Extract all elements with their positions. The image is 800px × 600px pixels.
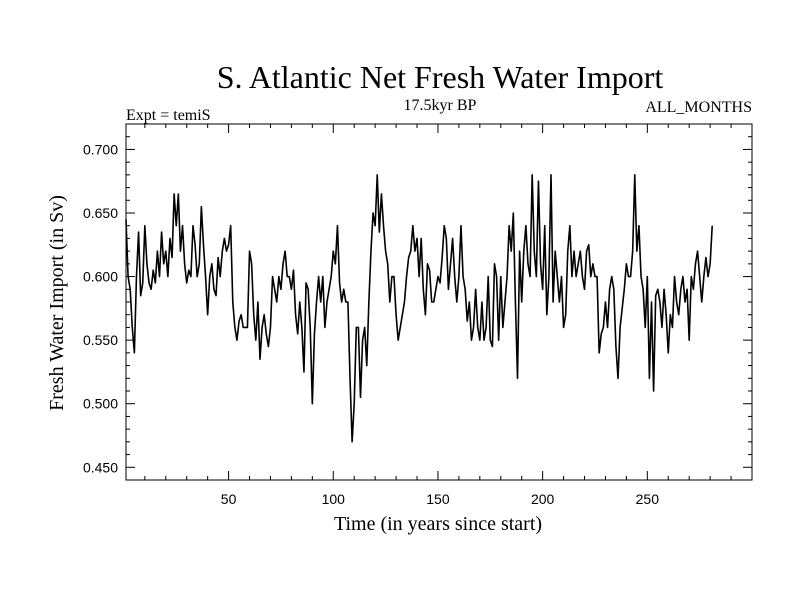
y-tick-label: 0.550: [83, 332, 118, 348]
chart-title: S. Atlantic Net Fresh Water Import: [217, 59, 664, 95]
period-label: 17.5kyr BP: [404, 97, 477, 114]
experiment-label: Expt = temiS: [126, 107, 211, 124]
x-tick-label: 250: [636, 491, 660, 507]
y-tick-label: 0.700: [83, 141, 118, 157]
series-group: [125, 174, 714, 443]
x-axis-label: Time (in years since start): [334, 513, 542, 535]
y-tick-label: 0.500: [83, 396, 118, 412]
x-tick-label: 150: [426, 491, 450, 507]
y-axis: 0.450 0.500 0.550 0.600 0.650 0.700: [83, 123, 752, 481]
series-line: [125, 174, 714, 443]
x-axis: 50 100 150 200 250: [144, 124, 732, 507]
x-tick-label: 100: [322, 491, 346, 507]
months-label: ALL_MONTHS: [645, 99, 752, 116]
y-tick-label: 0.600: [83, 269, 118, 285]
x-tick-label: 200: [531, 491, 555, 507]
y-tick-label: 0.450: [83, 459, 118, 475]
x-tick-label: 50: [221, 491, 237, 507]
y-axis-label: Fresh Water Import (in Sv): [46, 195, 68, 411]
y-tick-label: 0.650: [83, 205, 118, 221]
